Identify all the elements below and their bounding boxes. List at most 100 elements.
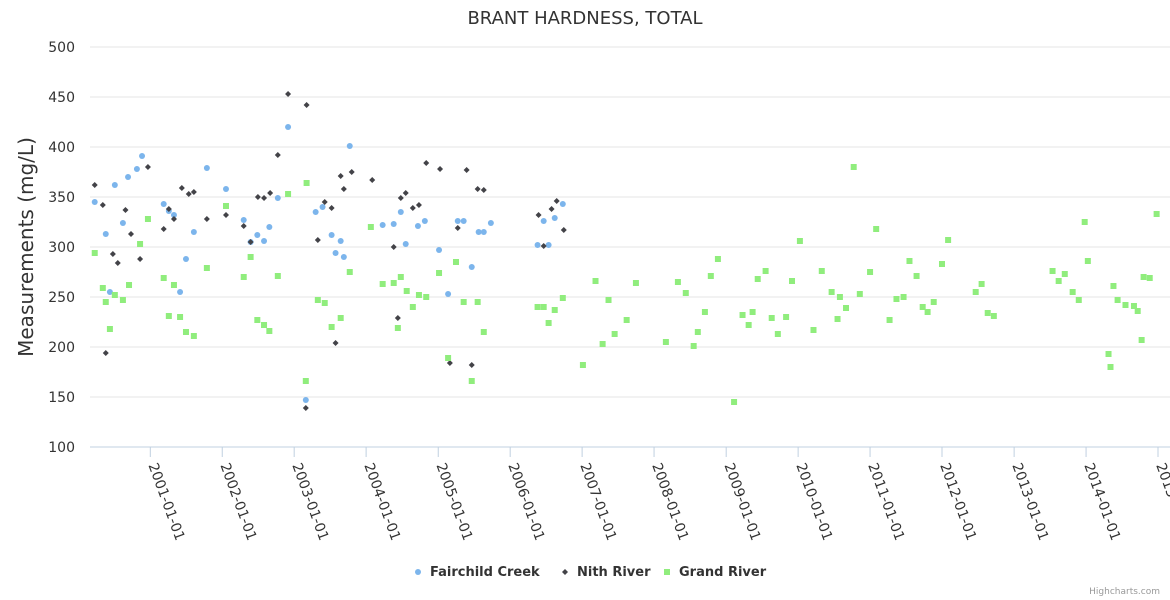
data-point [707, 273, 714, 279]
data-point [337, 238, 344, 244]
x-axis-ticks: 2001-01-01 2002-01-01 2003-01-01 2004-01-01… [145, 447, 1170, 543]
data-point [540, 304, 547, 310]
legend-label: Fairchild Creek [430, 565, 540, 580]
legend-item-grand-river[interactable]: Grand River [664, 565, 767, 580]
data-point [945, 237, 952, 243]
data-point [632, 280, 639, 286]
data-point [623, 317, 630, 323]
y-tick-label: 200 [48, 340, 75, 356]
data-point [160, 226, 167, 232]
data-point [452, 259, 459, 265]
data-point [332, 250, 339, 256]
x-tick-label: 2005-01-01 [432, 461, 475, 543]
legend-symbol [562, 569, 568, 575]
data-point [139, 153, 146, 159]
legend-symbol [664, 569, 670, 575]
data-point [321, 300, 328, 306]
data-point [460, 218, 467, 224]
data-point [402, 190, 409, 196]
chart-title: BRANT HARDNESS, TOTAL [467, 8, 702, 29]
data-point [551, 215, 558, 221]
data-point [1055, 278, 1062, 284]
data-point [1140, 274, 1147, 280]
data-point [446, 360, 453, 366]
data-point [190, 333, 197, 339]
y-tick-label: 300 [48, 240, 75, 256]
data-point [409, 304, 416, 310]
data-point [913, 273, 920, 279]
data-point [1110, 283, 1117, 289]
data-point [346, 269, 353, 275]
data-point [137, 241, 144, 247]
data-point [222, 186, 229, 192]
data-point [160, 275, 167, 281]
data-point [394, 325, 401, 331]
y-tick-label: 400 [48, 140, 75, 156]
data-point [856, 291, 863, 297]
data-point [303, 102, 310, 108]
data-point [972, 289, 979, 295]
data-point [783, 314, 790, 320]
data-point [170, 212, 177, 218]
data-point [714, 256, 721, 262]
data-point [266, 224, 273, 230]
data-point [810, 327, 817, 333]
data-point [548, 206, 555, 212]
data-point [182, 329, 189, 335]
data-point [137, 256, 144, 262]
data-point [480, 187, 487, 193]
data-point [102, 231, 109, 237]
data-point [274, 152, 281, 158]
data-point [468, 378, 475, 384]
credits-link[interactable]: Highcharts.com [1089, 587, 1160, 597]
data-point [818, 268, 825, 274]
data-point [285, 91, 292, 97]
data-point [599, 341, 606, 347]
data-point [938, 261, 945, 267]
data-point [337, 315, 344, 321]
data-point [302, 405, 309, 411]
data-point [302, 378, 309, 384]
legend[interactable]: Fairchild Creek Nith River Grand River [415, 565, 767, 580]
data-point [674, 279, 681, 285]
data-point [240, 217, 247, 223]
data-point [261, 238, 268, 244]
data-point [99, 285, 106, 291]
data-point [409, 205, 416, 211]
data-point [754, 276, 761, 282]
x-tick-label: 2003-01-01 [288, 461, 331, 543]
data-point [1084, 258, 1091, 264]
legend-symbol [415, 569, 421, 575]
data-point [468, 264, 475, 270]
data-point [397, 209, 404, 215]
y-tick-label: 350 [48, 190, 75, 206]
data-point [102, 299, 109, 305]
data-point [984, 310, 991, 316]
gridlines [90, 46, 1170, 398]
data-point [423, 294, 430, 300]
legend-item-nith-river[interactable]: Nith River [562, 565, 651, 580]
data-point [611, 331, 618, 337]
data-point [834, 316, 841, 322]
data-point [774, 331, 781, 337]
data-point [165, 206, 172, 212]
data-point [850, 164, 857, 170]
data-point [768, 315, 775, 321]
x-tick-label: 2008-01-01 [648, 461, 691, 543]
data-point [203, 265, 210, 271]
data-point [222, 203, 229, 209]
y-axis-label: Measurements (mg/L) [14, 137, 38, 357]
data-point [480, 329, 487, 335]
data-point [328, 232, 335, 238]
data-point [828, 289, 835, 295]
y-tick-label: 100 [48, 440, 75, 456]
data-point [369, 177, 376, 183]
data-point [1081, 219, 1088, 225]
x-tick-label: 2010-01-01 [792, 461, 835, 543]
legend-item-fairchild-creek[interactable]: Fairchild Creek [415, 565, 540, 580]
data-point [1061, 271, 1068, 277]
x-tick-label: 2011-01-01 [864, 461, 907, 543]
x-tick-label: 2004-01-01 [360, 461, 403, 543]
data-point [340, 186, 347, 192]
